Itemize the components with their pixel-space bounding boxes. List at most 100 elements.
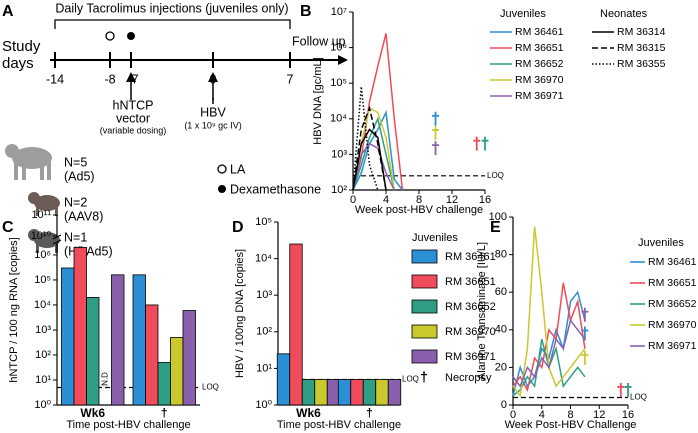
y-tick-label: 10⁴ — [255, 253, 272, 265]
y-tick-label: 10⁵ — [34, 274, 51, 286]
panel-label: D — [232, 219, 244, 236]
bar — [276, 353, 291, 406]
y-tick-label: 10⁵ — [330, 77, 347, 89]
series-line — [512, 290, 586, 396]
bar — [73, 247, 87, 406]
legend-label: RM 36315 — [617, 42, 666, 54]
legend-label: RM 36461 — [515, 26, 564, 38]
bar — [289, 243, 303, 406]
necropsy-marker — [432, 141, 439, 156]
legend-title: Juveniles — [500, 8, 546, 20]
panel-label: E — [490, 219, 501, 236]
legend-label: RM 36461 — [648, 256, 697, 268]
vector-label: (variable dosing) — [100, 125, 167, 135]
loq-label: LOQ — [402, 375, 419, 384]
bar — [375, 379, 389, 406]
necropsy-marker — [617, 382, 625, 397]
y-tick-label: 40 — [495, 324, 507, 336]
necropsy-marker — [481, 136, 489, 151]
bar — [337, 379, 352, 406]
y-tick-label: 10¹⁰ — [31, 230, 52, 242]
legend-marker — [218, 185, 226, 193]
series-line — [512, 318, 586, 388]
y-tick-label: 10² — [331, 184, 347, 196]
hbv-label: (1 x 10⁹ gc IV) — [184, 120, 241, 130]
x-axis-label: Time post-HBV challenge — [66, 419, 190, 431]
y-tick-label: 10² — [35, 349, 51, 361]
y-tick-label: 10⁰ — [34, 399, 51, 411]
hbv-label: HBV — [200, 105, 226, 119]
series-line — [352, 105, 387, 191]
x-axis-label: Week post-HBV challenge — [355, 204, 483, 216]
x-tick-label: 0 — [510, 409, 516, 421]
legend-label: Dexamethasone — [230, 182, 321, 196]
legend-label: LA — [230, 162, 246, 176]
legend-label: RM 36970 — [515, 74, 564, 86]
necropsy-marker — [432, 111, 439, 126]
legend-label: RM 36971 — [648, 340, 697, 352]
series-line — [352, 128, 387, 191]
legend-label: RM 36971 — [515, 90, 564, 102]
y-tick-label: 10⁷ — [331, 6, 347, 18]
x-tick-label: Wk6 — [296, 406, 321, 420]
day-label: 7 — [287, 72, 294, 86]
loq-label: LOQ — [202, 383, 219, 392]
y-tick-label: 20 — [495, 361, 507, 373]
x-tick-label: 0 — [350, 194, 356, 206]
cohort-label: (HDAd5) — [64, 244, 113, 258]
dexamethasone-marker — [127, 32, 135, 40]
legend-swatch — [411, 349, 438, 364]
y-tick-label: 10¹ — [256, 362, 272, 374]
series-line — [352, 33, 404, 191]
cohort-label: (Ad5) — [64, 169, 95, 183]
x-tick-label: 12 — [446, 194, 458, 206]
vector-label: hNTCP — [113, 98, 154, 112]
bar — [61, 267, 75, 406]
y-tick-label: 10⁶ — [34, 249, 51, 261]
y-axis-label: HBV / 100ng DNA [copies] — [234, 249, 246, 378]
cohort-label: (AAV8) — [64, 209, 103, 223]
y-axis-label: hNTCP / 100 ng RNA [copies] — [8, 237, 20, 382]
series-line — [512, 282, 586, 393]
legend-swatch — [411, 324, 438, 339]
legend-label: RM 36651 — [445, 276, 496, 288]
axis-break — [52, 234, 62, 245]
bar — [157, 362, 171, 406]
legend-symbol: † — [420, 369, 428, 385]
legend-label: RM 36314 — [617, 26, 666, 38]
axis-label: Study — [2, 38, 41, 55]
legend-label: RM 36651 — [515, 42, 564, 54]
y-tick-label: 10³ — [35, 324, 51, 336]
y-tick-label: 60 — [495, 286, 507, 298]
y-tick-label: 10⁰ — [255, 399, 272, 411]
y-tick-label: 0 — [501, 399, 507, 411]
necropsy-marker — [581, 351, 589, 365]
bar — [111, 274, 125, 406]
bar — [350, 379, 364, 406]
bar — [132, 274, 146, 406]
legend-label: RM 36971 — [445, 351, 496, 363]
timeline-ticks — [54, 52, 291, 68]
necropsy-marker — [624, 382, 632, 397]
necropsy-marker — [473, 136, 481, 151]
necropsy-marker — [581, 307, 589, 322]
cohort-label: N=5 — [64, 155, 87, 169]
monkey-aav8 — [28, 192, 60, 216]
bar — [301, 379, 316, 406]
y-tick-label: 10⁴ — [330, 113, 347, 125]
day-label: -14 — [46, 72, 64, 86]
legend-swatch — [411, 249, 438, 264]
y-tick-label: 10³ — [256, 289, 272, 301]
day-label: -8 — [104, 72, 115, 86]
bar — [170, 337, 184, 406]
arrow-head — [208, 72, 218, 82]
x-tick-label: 8 — [567, 409, 573, 421]
bar — [86, 297, 100, 406]
legend-title: Neonates — [600, 8, 648, 20]
y-tick-label: 10¹¹ — [31, 209, 51, 221]
bar — [387, 379, 402, 406]
x-tick-label: 16 — [479, 194, 491, 206]
loq-label: LOQ — [630, 393, 647, 402]
y-axis-label: HBV DNA [gc/mL] — [312, 57, 324, 144]
legend-swatch — [411, 299, 438, 314]
